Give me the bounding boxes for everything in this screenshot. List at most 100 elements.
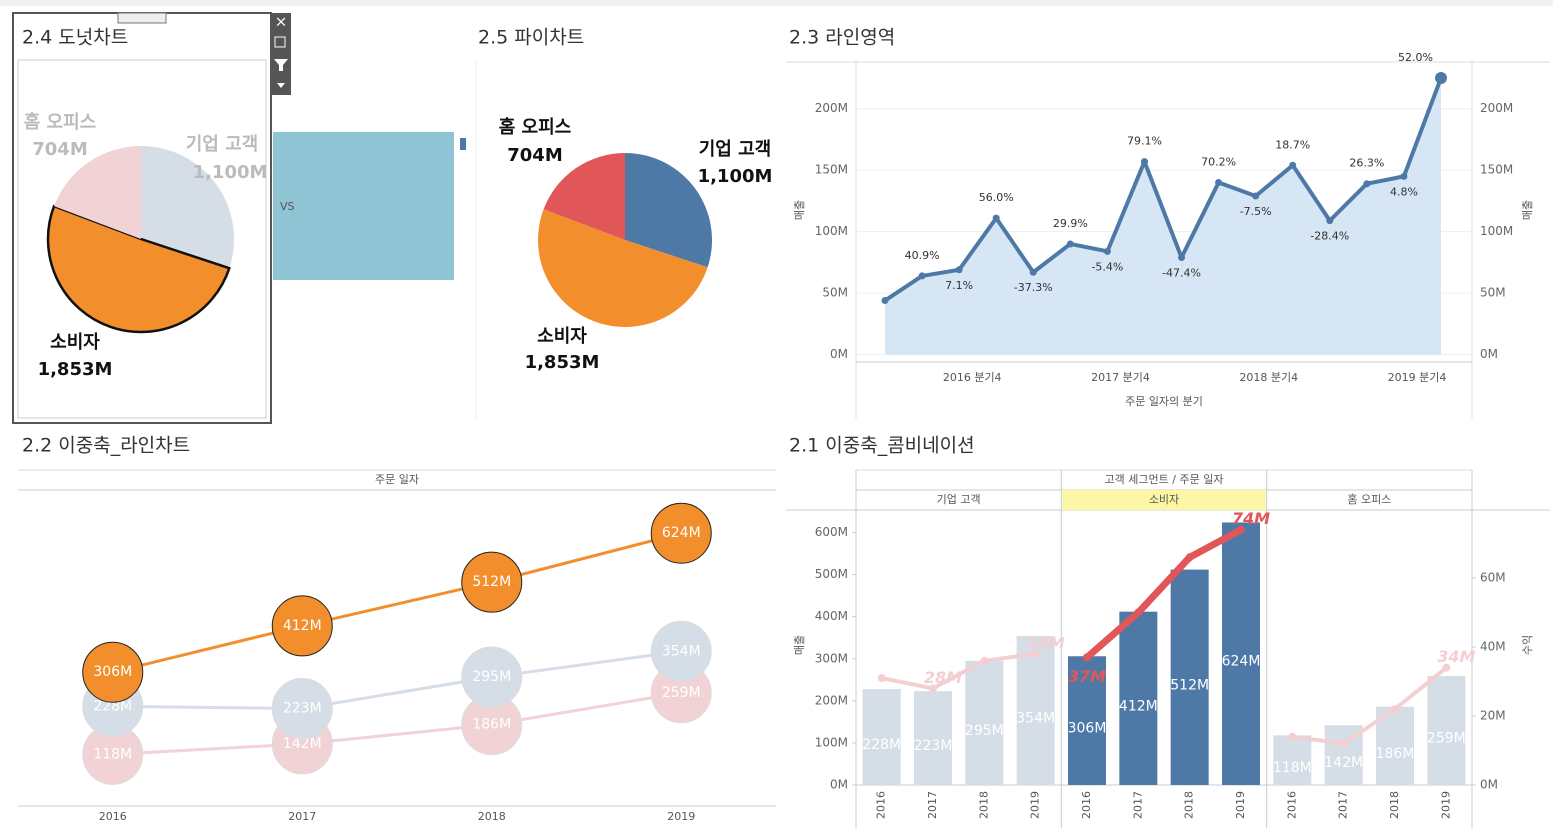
growth-label: 56.0% [979,191,1014,204]
panel-label: 소비자 [1149,493,1179,506]
growth-label: -28.4% [1310,230,1349,243]
x-tick-label: 2016 [875,791,888,819]
x-tick-label: 2019 [667,810,695,823]
y-tick-label: 600M [815,525,848,539]
point [82,641,144,703]
slice-value: 704M [32,139,88,160]
bar-label: 295M [965,723,1004,739]
profit-point [877,674,886,683]
y2-tick-label: 40M [1480,640,1506,654]
bar-label: 412M [1119,698,1158,714]
chart-title: 2.3 라인영역 [789,27,895,49]
value-label: 118M [93,746,132,762]
growth-label: -7.5% [1240,205,1272,218]
growth-label: 70.2% [1201,155,1236,168]
value-label: 306M [93,664,132,680]
value-label: 228M [93,698,132,714]
y2-axis-label: 매출 [1521,200,1534,220]
profit-point [929,684,937,693]
value-label: 223M [283,701,322,717]
point [1289,161,1297,169]
bar-label: 512M [1170,677,1209,693]
point [1435,71,1447,84]
profit-point [1339,739,1348,748]
y2-axis-label: 수익 [1521,635,1534,655]
profit-point [1134,608,1143,617]
profit-label: 38M [1027,633,1065,652]
x-tick-label: 2019 [1029,791,1042,819]
y-axis-label: 매출 [793,200,806,220]
bar-label: 354M [1016,711,1055,727]
filter-icon[interactable] [274,59,288,71]
bar-label: 142M [1324,755,1363,771]
y-axis-label: 매출 [793,635,806,655]
panel-label: 홈 오피스 [1347,492,1391,506]
chart-title: 2.4 도넛차트 [22,27,128,49]
slice-label: 소비자 [50,332,100,353]
vs-block [273,132,454,280]
slice-value: 704M [507,145,563,166]
value-label: 412M [283,618,322,634]
close-icon[interactable]: × [275,13,288,31]
growth-label: 4.8% [1390,185,1418,198]
point [1103,247,1111,255]
chart-title: 2.1 이중축_콤비네이션 [789,435,975,457]
point [271,678,333,740]
profit-line [1084,526,1243,660]
x-tick-label: 2019 [1234,791,1247,819]
inner-frame [17,59,267,419]
y-tick-label: 0M [830,778,848,792]
bar-label: 624M [1222,654,1261,670]
slice-value: 1,853M [38,359,113,380]
y-tick-label: 300M [815,651,848,665]
y-tick-label: 150M [815,163,848,177]
x-tick-label: 2017 분기4 [1091,371,1150,384]
bar-label: 259M [1427,731,1466,747]
slice-label: 홈 오피스 [499,116,572,138]
profit-point [1288,732,1297,741]
y-tick-label: 0M [830,347,848,361]
bar [965,660,1004,785]
point [650,620,712,682]
move-handle[interactable] [117,12,167,24]
point [1400,172,1408,180]
pie-slice [538,209,708,327]
y2-tick-label: 150M [1480,163,1513,177]
growth-label: -5.4% [1091,260,1123,273]
profit-label: 37M [1068,667,1106,686]
vs-marker [460,138,466,150]
bar-label: 228M [862,737,901,753]
value-label: 512M [472,574,511,590]
x-tick-label: 2017 [1131,791,1144,819]
bar [1273,735,1312,785]
header: 주문 일자 [375,472,419,486]
menu-icon[interactable] [277,83,285,88]
point [1029,268,1037,276]
x-tick-label: 2018 분기4 [1239,371,1298,384]
profit-label: 74M [1232,509,1270,528]
point [271,595,333,657]
vs-label: VS [280,200,295,213]
point [881,297,889,305]
open-icon[interactable] [274,36,286,48]
profit-label: 34M [1437,647,1475,666]
y-tick-label: 200M [815,693,848,707]
pie-slice [141,146,234,269]
y2-tick-label: 0M [1480,347,1498,361]
point [1066,240,1074,248]
profit-point [1031,649,1040,658]
point [650,502,712,564]
value-label: 186M [472,717,511,733]
pie-slice [54,146,141,239]
x-tick-label: 2018 [1388,791,1401,819]
chart-title: 2.5 파이차트 [478,27,584,49]
growth-label: 52.0% [1398,51,1433,64]
y2-tick-label: 200M [1480,101,1513,115]
y2-tick-label: 0M [1480,778,1498,792]
profit-label: 28M [924,668,962,687]
y2-tick-label: 50M [1480,286,1506,300]
value-label: 142M [283,736,322,752]
point [1140,158,1148,166]
top-strip [0,0,1553,6]
